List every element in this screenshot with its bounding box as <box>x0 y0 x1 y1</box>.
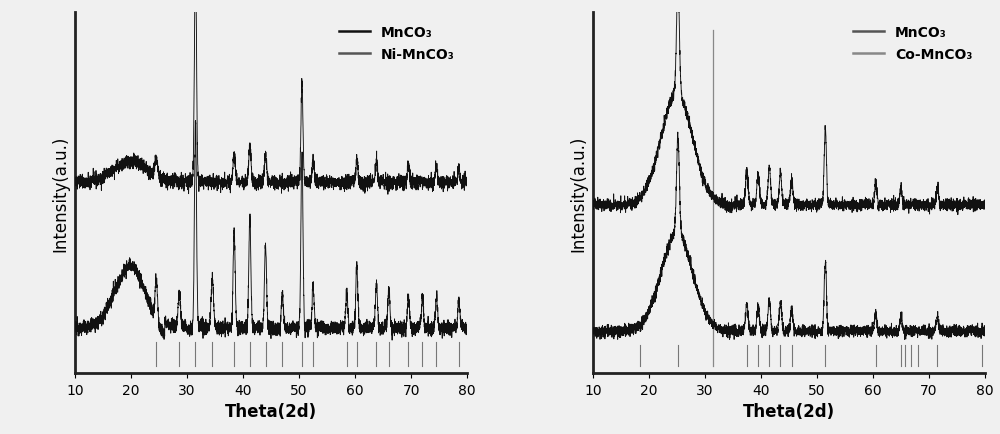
Legend: MnCO₃, Ni-MnCO₃: MnCO₃, Ni-MnCO₃ <box>334 20 460 67</box>
Legend: MnCO₃, Co-MnCO₃: MnCO₃, Co-MnCO₃ <box>848 20 978 67</box>
X-axis label: Theta(2d): Theta(2d) <box>225 402 317 421</box>
Y-axis label: Intensity(a.u.): Intensity(a.u.) <box>51 135 69 251</box>
Y-axis label: Intensity(a.u.): Intensity(a.u.) <box>569 135 587 251</box>
X-axis label: Theta(2d): Theta(2d) <box>743 402 835 421</box>
